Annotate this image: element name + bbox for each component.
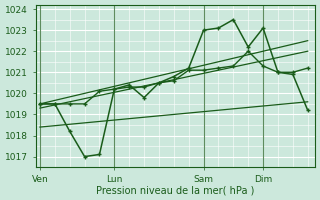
X-axis label: Pression niveau de la mer( hPa ): Pression niveau de la mer( hPa ) [96,185,254,195]
